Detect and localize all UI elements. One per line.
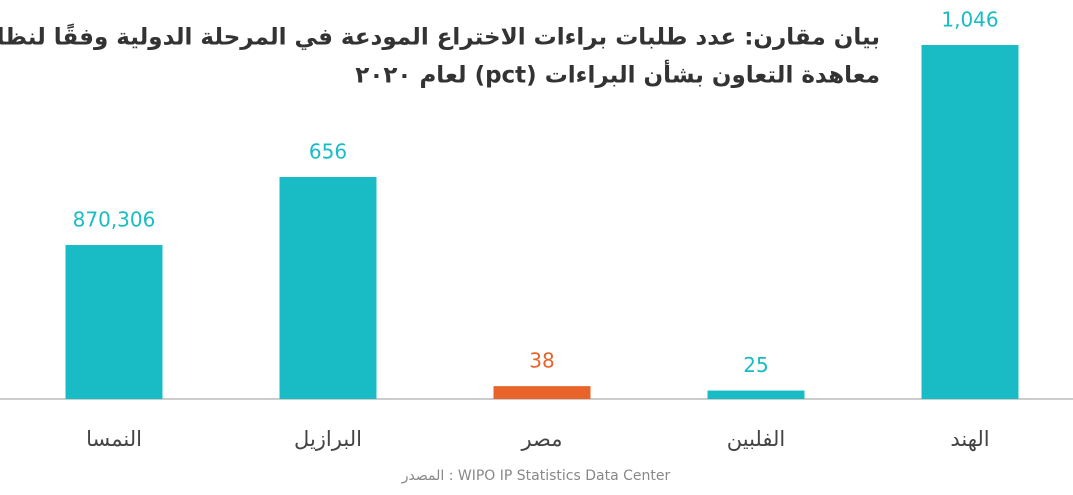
x-tick-label: النمسا: [86, 427, 142, 451]
x-tick-label: الفلبين: [727, 427, 785, 451]
chart-title: معاهدة التعاون بشأن البراءات (pct) لعام …: [355, 59, 880, 89]
x-tick-label: الهند: [950, 427, 989, 451]
value-label: 1,046: [941, 8, 998, 32]
bar: [279, 176, 377, 399]
x-tick-label: البرازيل: [294, 427, 362, 451]
bar: [707, 390, 805, 399]
value-label: 870,306: [73, 208, 156, 232]
chart-title: بيان مقارن: عدد طلبات براءات الاختراع ال…: [0, 23, 880, 50]
value-label: 25: [743, 353, 768, 377]
value-label: 656: [309, 139, 347, 163]
value-label: 38: [529, 349, 554, 373]
source: المصدر : WIPO IP Statistics Data Center: [401, 468, 671, 484]
x-tick-label: مصر: [520, 427, 562, 451]
bar: [493, 386, 591, 399]
bar: [65, 245, 163, 399]
bar: [921, 45, 1019, 399]
